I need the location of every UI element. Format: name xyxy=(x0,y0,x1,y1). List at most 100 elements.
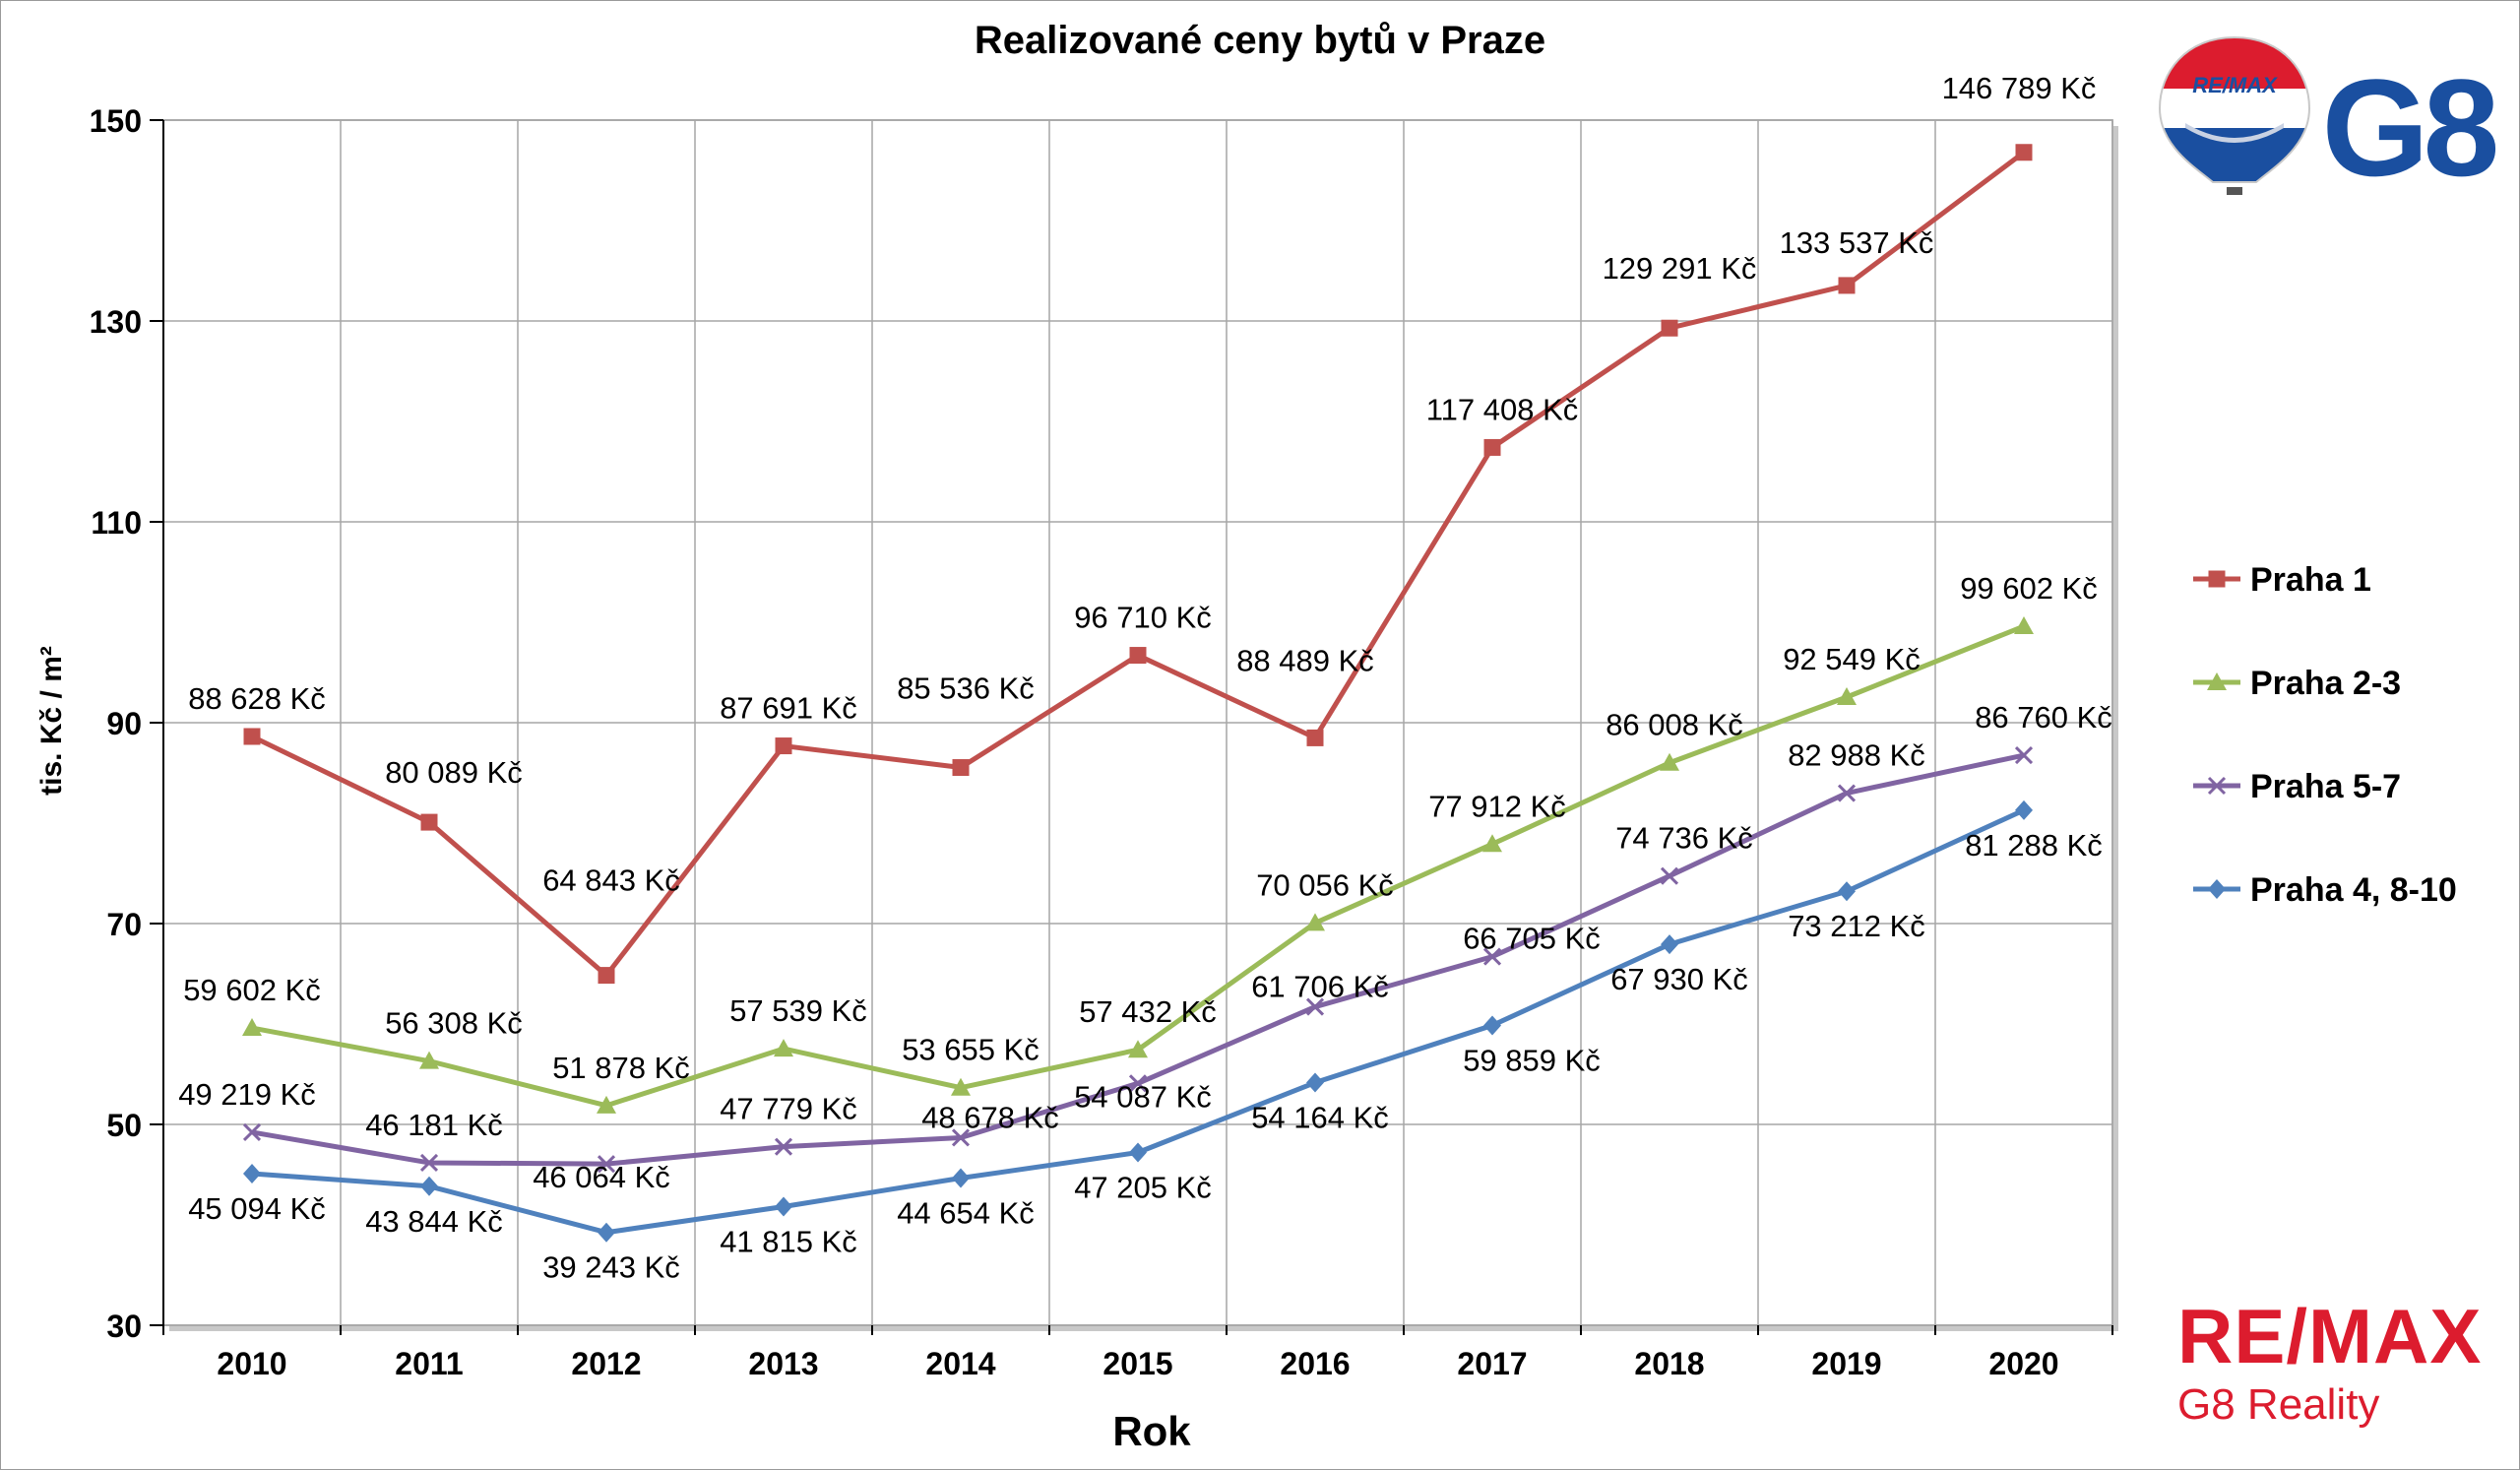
data-point xyxy=(2014,745,2034,765)
data-label: 67 930 Kč xyxy=(1610,962,1748,996)
y-tick-label: 130 xyxy=(90,304,142,340)
data-label: 70 056 Kč xyxy=(1256,867,1394,902)
data-point xyxy=(1661,934,1678,955)
y-tick-label: 110 xyxy=(91,505,142,541)
brand-block: RE/MAX G8 Reality xyxy=(2177,1298,2502,1430)
data-label: 61 706 Kč xyxy=(1251,970,1389,1004)
data-point xyxy=(1305,997,1325,1016)
data-label: 54 164 Kč xyxy=(1251,1101,1389,1135)
data-point xyxy=(1306,729,1324,746)
g8-logo-text: G8 xyxy=(2322,50,2496,202)
data-label: 99 602 Kč xyxy=(1960,571,2098,606)
balloon-icon xyxy=(2160,37,2309,182)
y-axis-ticks: 30 50 70 90 110 130 150 xyxy=(90,103,163,1344)
data-point xyxy=(598,1222,615,1243)
data-point xyxy=(2207,776,2227,796)
data-label: 43 844 Kč xyxy=(365,1204,503,1239)
data-point xyxy=(1128,1040,1148,1058)
x-tick-label: 2010 xyxy=(217,1346,286,1381)
data-point xyxy=(598,967,615,985)
x-tick-label: 2018 xyxy=(1634,1346,1704,1381)
data-point xyxy=(1128,1074,1148,1093)
data-point xyxy=(951,1077,971,1096)
data-point xyxy=(1306,1072,1324,1093)
data-point xyxy=(1838,881,1856,902)
data-point xyxy=(420,813,438,831)
legend-label: Praha 5-7 xyxy=(2250,768,2401,805)
data-label: 92 549 Kč xyxy=(1783,642,1921,676)
data-label: 74 736 Kč xyxy=(1615,821,1753,856)
data-point xyxy=(597,1095,616,1114)
data-label: 57 432 Kč xyxy=(1079,994,1217,1029)
data-label: 48 678 Kč xyxy=(921,1100,1059,1134)
data-point xyxy=(243,1164,261,1184)
data-point xyxy=(774,1137,793,1156)
data-point xyxy=(419,1153,439,1173)
data-label: 88 628 Kč xyxy=(188,681,326,716)
remax-g8-logo: RE/MAX G8 xyxy=(2158,35,2500,202)
balloon-text: RE/MAX xyxy=(2192,73,2278,97)
data-label: 82 988 Kč xyxy=(1788,738,1925,773)
data-point xyxy=(1660,866,1679,885)
data-point xyxy=(952,759,970,777)
data-point xyxy=(242,1018,262,1037)
data-label: 96 710 Kč xyxy=(1074,601,1212,635)
data-label: 64 843 Kč xyxy=(542,863,680,898)
series-group xyxy=(242,144,2034,1243)
data-label: 129 291 Kč xyxy=(1603,251,1757,286)
data-label: 117 408 Kč xyxy=(1426,392,1579,426)
data-label: 59 602 Kč xyxy=(183,973,321,1007)
data-point xyxy=(1129,1142,1147,1163)
legend: Praha 1 Praha 2-3 Praha 5-7 Praha 4, 8-10 xyxy=(2193,561,2457,909)
data-label: 39 243 Kč xyxy=(542,1250,680,1285)
data-label: 77 912 Kč xyxy=(1428,789,1566,823)
data-label: 133 537 Kč xyxy=(1780,225,1934,260)
data-point xyxy=(2014,616,2034,635)
y-axis-label: tis. Kč / m² xyxy=(35,646,68,796)
data-label: 59 859 Kč xyxy=(1463,1043,1601,1077)
data-point xyxy=(420,1176,438,1196)
data-label: 57 539 Kč xyxy=(729,993,867,1028)
data-point xyxy=(1837,687,1857,706)
data-point xyxy=(2015,799,2033,820)
data-point xyxy=(2015,144,2033,161)
legend-label: Praha 4, 8-10 xyxy=(2250,871,2457,909)
data-label: 54 087 Kč xyxy=(1074,1079,1212,1114)
data-label: 44 654 Kč xyxy=(897,1196,1035,1231)
gridlines xyxy=(162,119,2113,1326)
data-point xyxy=(419,1051,439,1069)
data-label: 85 536 Kč xyxy=(897,671,1035,706)
data-point xyxy=(1129,647,1147,665)
brand-subtitle: G8 Reality xyxy=(2177,1380,2380,1429)
data-label: 41 815 Kč xyxy=(720,1224,857,1258)
x-tick-label: 2012 xyxy=(571,1346,641,1381)
data-point xyxy=(243,728,261,745)
data-label: 53 655 Kč xyxy=(902,1033,1040,1067)
y-tick-label: 50 xyxy=(106,1108,142,1143)
y-tick-label: 90 xyxy=(106,706,142,741)
data-point xyxy=(2208,879,2226,899)
data-label: 146 789 Kč xyxy=(1942,71,2097,105)
data-point xyxy=(1838,277,1856,294)
x-tick-label: 2017 xyxy=(1457,1346,1527,1381)
data-point xyxy=(775,1196,792,1217)
chart-title: Realizované ceny bytů v Praze xyxy=(975,19,1545,62)
data-label: 51 878 Kč xyxy=(552,1051,690,1085)
data-label: 87 691 Kč xyxy=(720,691,857,726)
data-label: 47 205 Kč xyxy=(1074,1171,1212,1205)
x-tick-label: 2013 xyxy=(748,1346,818,1381)
data-point xyxy=(2208,570,2226,588)
data-label: 45 094 Kč xyxy=(188,1191,326,1226)
y-tick-label: 150 xyxy=(90,103,142,139)
data-label: 56 308 Kč xyxy=(385,1006,523,1041)
data-point xyxy=(1837,784,1857,802)
data-label: 81 288 Kč xyxy=(1965,828,2103,863)
y-tick-label: 70 xyxy=(106,907,142,942)
y-tick-label: 30 xyxy=(106,1309,142,1344)
data-point xyxy=(1482,947,1502,966)
data-label: 46 064 Kč xyxy=(533,1160,670,1194)
data-label: 49 219 Kč xyxy=(178,1077,316,1112)
data-point xyxy=(1660,752,1679,771)
data-label: 80 089 Kč xyxy=(385,755,523,790)
